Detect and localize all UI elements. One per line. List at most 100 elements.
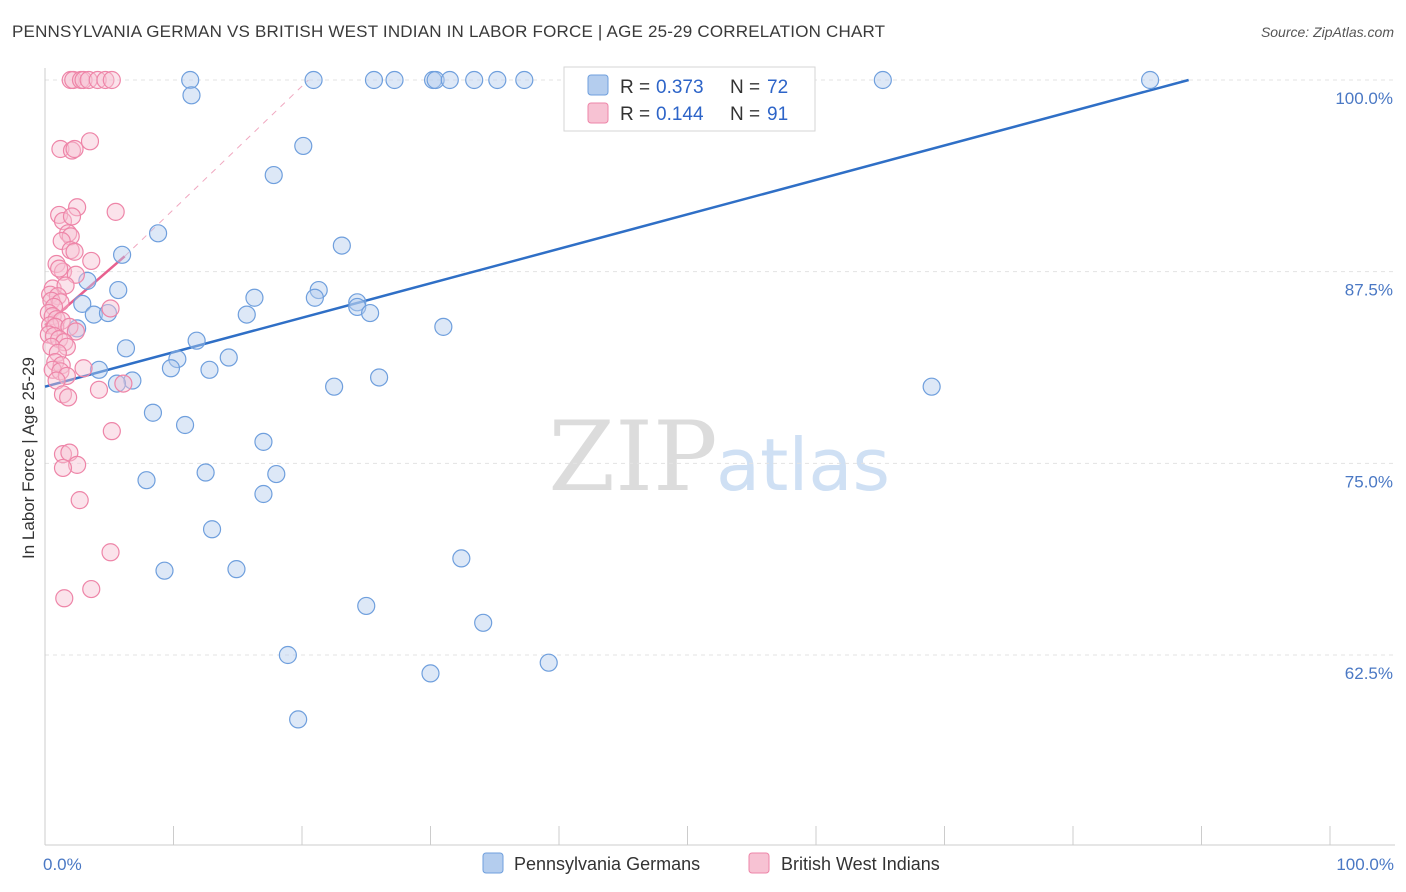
data-point-1-26 [50, 259, 69, 278]
legend-label-pennsylvania-germans: Pennsylvania Germans [514, 854, 700, 874]
data-point-1-45 [50, 330, 69, 349]
data-point-1-3 [74, 70, 93, 90]
y-tick-label-2: 75.0% [1345, 472, 1393, 491]
stats-r-label-2: R = [620, 104, 650, 125]
data-point-1-57 [114, 374, 133, 393]
data-point-0-54 [452, 549, 471, 568]
stats-legend: R = 0.373 N = 72 R = 0.144 N = 91 [563, 66, 816, 132]
data-point-0-50 [267, 464, 286, 484]
data-point-1-5 [88, 70, 107, 90]
y-tick-label-3: 62.5% [1345, 664, 1393, 683]
y-tick-label-0: 100.0% [1335, 89, 1393, 108]
data-point-1-66 [70, 491, 89, 510]
data-point-1-6 [96, 70, 115, 90]
data-point-0-16 [264, 165, 283, 185]
data-point-1-42 [66, 322, 85, 341]
data-point-0-59 [278, 645, 297, 665]
data-point-0-58 [474, 613, 493, 632]
data-point-0-57 [357, 596, 376, 616]
data-point-1-11 [65, 139, 84, 159]
stats-r-value-2: 0.144 [656, 104, 704, 125]
data-point-0-34 [187, 331, 206, 350]
data-point-1-9 [51, 139, 70, 159]
data-point-0-18 [148, 224, 168, 243]
stats-n-value-1: 72 [767, 77, 788, 98]
stats-r-label-1: R = [620, 77, 650, 98]
data-point-1-34 [101, 299, 120, 318]
series-legend: Pennsylvania Germans British West Indian… [482, 852, 940, 874]
stats-n-label-1: N = [730, 77, 760, 98]
data-point-0-21 [109, 280, 128, 300]
data-point-0-51 [137, 471, 156, 490]
data-point-1-64 [68, 455, 87, 474]
data-point-0-29 [84, 305, 103, 324]
data-point-0-28 [73, 294, 92, 313]
chart-title: PENNSYLVANIA GERMAN VS BRITISH WEST INDI… [12, 22, 886, 41]
data-point-0-14 [182, 86, 201, 105]
legend-swatch-pennsylvania-germans [482, 852, 504, 874]
data-point-1-1 [64, 70, 83, 90]
data-point-0-62 [289, 710, 308, 729]
tick-labels: 100.0% 87.5% 75.0% 62.5% 0.0% 100.0% [43, 89, 1394, 874]
watermark-atlas: atlas [716, 423, 890, 507]
x-tick-label-right: 100.0% [1336, 855, 1394, 874]
data-point-1-55 [57, 366, 76, 386]
data-point-1-12 [68, 198, 87, 217]
data-point-0-27 [361, 303, 380, 323]
data-point-1-13 [106, 202, 125, 221]
data-point-1-54 [74, 359, 93, 378]
data-point-0-15 [294, 136, 313, 156]
data-point-0-49 [196, 463, 215, 482]
data-point-0-32 [434, 317, 453, 336]
legend-swatch-british-west-indians [748, 852, 770, 874]
data-point-0-20 [78, 271, 97, 290]
data-point-0-19 [332, 236, 351, 255]
data-point-1-16 [62, 207, 82, 226]
data-point-0-24 [305, 288, 324, 307]
data-point-1-53 [51, 362, 70, 381]
data-point-1-68 [82, 579, 101, 599]
stats-n-value-2: 91 [767, 104, 788, 125]
data-point-0-38 [161, 359, 181, 378]
stats-legend-swatch-pennsylvania-germans [587, 74, 609, 96]
data-point-0-2 [364, 70, 384, 90]
data-point-1-8 [80, 132, 100, 151]
data-point-1-67 [101, 543, 120, 562]
data-point-0-31 [237, 305, 256, 324]
data-point-1-62 [53, 445, 73, 464]
y-axis-label: In Labor Force | Age 25-29 [19, 357, 38, 559]
data-point-0-40 [89, 360, 109, 379]
data-point-0-46 [143, 403, 163, 422]
data-point-0-12 [873, 70, 892, 90]
data-point-0-6 [440, 70, 459, 90]
gridlines [45, 79, 1395, 656]
data-point-0-48 [254, 432, 273, 451]
data-point-0-44 [370, 368, 389, 387]
data-point-0-42 [107, 374, 127, 393]
data-point-0-52 [254, 484, 273, 504]
data-point-0-37 [219, 348, 238, 367]
data-point-0-39 [200, 360, 219, 379]
data-point-0-9 [515, 70, 534, 90]
data-point-1-65 [53, 458, 73, 478]
data-point-0-43 [325, 377, 344, 396]
data-point-0-3 [385, 70, 404, 90]
stats-legend-swatch-british-west-indians [587, 102, 609, 124]
data-point-0-35 [116, 339, 136, 358]
data-point-0-22 [245, 288, 264, 307]
data-point-0-53 [202, 520, 222, 539]
legend-label-british-west-indians: British West Indians [781, 854, 940, 874]
data-point-1-60 [59, 388, 78, 407]
data-point-0-56 [227, 560, 246, 579]
stats-r-value-1: 0.373 [656, 77, 704, 98]
y-tick-label-1: 87.5% [1345, 281, 1393, 300]
data-point-1-48 [57, 337, 76, 356]
data-point-1-7 [102, 70, 121, 90]
data-point-0-25 [348, 293, 367, 312]
data-point-0-61 [421, 664, 440, 683]
data-point-0-60 [539, 653, 558, 672]
data-point-0-45 [922, 377, 941, 396]
data-point-0-13 [1140, 70, 1160, 90]
data-points [39, 70, 1160, 729]
data-point-0-36 [168, 349, 187, 369]
